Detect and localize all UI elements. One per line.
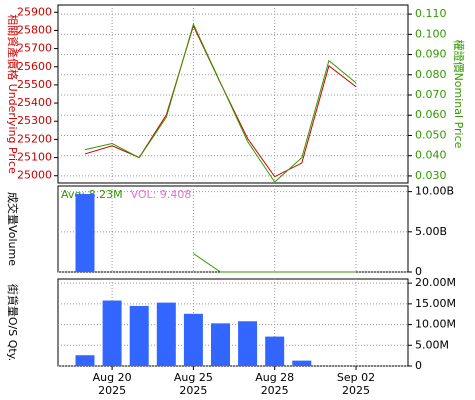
y-tick-label: 0 bbox=[415, 265, 422, 278]
y2-tick-label: 0.100 bbox=[415, 27, 447, 40]
y-tick-label: 10.00B bbox=[415, 185, 454, 198]
y-tick-label: 25700 bbox=[17, 42, 52, 55]
bar bbox=[156, 302, 176, 366]
bar bbox=[292, 360, 312, 366]
y-axis-label: 相關資產價格 Underlying Price bbox=[6, 14, 20, 174]
x-tick-label: Aug 28 bbox=[255, 371, 294, 384]
y-tick-label: 25300 bbox=[17, 114, 52, 127]
line bbox=[193, 253, 356, 273]
y-tick-label: 25100 bbox=[17, 151, 52, 164]
bar bbox=[75, 355, 95, 366]
x-tick-year: 2025 bbox=[261, 384, 289, 397]
y-tick-label: 15.00M bbox=[415, 297, 456, 310]
y-tick-label: 25900 bbox=[17, 5, 52, 18]
bar bbox=[211, 323, 230, 366]
bar bbox=[75, 194, 95, 272]
y2-tick-label: 0.110 bbox=[415, 7, 447, 20]
y-axis-label: 成交量Volume bbox=[6, 192, 20, 266]
y2-tick-label: 0.030 bbox=[415, 169, 447, 182]
line bbox=[84, 22, 357, 183]
y-axis-label: 街貨量O/S Qty. bbox=[6, 284, 20, 361]
y-tick-label: 5.00B bbox=[415, 225, 447, 238]
y-tick-label: 0 bbox=[415, 359, 422, 372]
x-tick-label: Aug 20 bbox=[93, 371, 132, 384]
y-tick-label: 25400 bbox=[17, 96, 52, 109]
x-tick-year: 2025 bbox=[179, 384, 207, 397]
y2-tick-label: 0.060 bbox=[415, 108, 447, 121]
bar bbox=[102, 300, 122, 366]
bar bbox=[265, 336, 285, 366]
y-tick-label: 25000 bbox=[17, 169, 52, 182]
y-tick-label: 25200 bbox=[17, 132, 52, 145]
bar bbox=[183, 313, 203, 366]
y2-axis-label: 權證價Nominal Price bbox=[452, 40, 466, 149]
y-tick-label: 25800 bbox=[17, 23, 52, 36]
annotation: VOL: 9.408 bbox=[131, 188, 192, 201]
y2-tick-label: 0.050 bbox=[415, 128, 447, 141]
y2-tick-label: 0.090 bbox=[415, 48, 447, 61]
y2-tick-label: 0.080 bbox=[415, 68, 447, 81]
y-tick-label: 25500 bbox=[17, 78, 52, 91]
y-tick-label: 25600 bbox=[17, 60, 52, 73]
x-tick-label: Sep 02 bbox=[337, 371, 375, 384]
bar bbox=[129, 305, 149, 366]
bar bbox=[238, 321, 258, 366]
y-tick-label: 10.00M bbox=[415, 318, 456, 331]
y2-tick-label: 0.070 bbox=[415, 88, 447, 101]
y-tick-label: 5.00M bbox=[415, 338, 449, 351]
panel-frame bbox=[57, 4, 409, 184]
y-tick-label: 20.00M bbox=[415, 276, 456, 289]
y2-tick-label: 0.040 bbox=[415, 149, 447, 162]
x-tick-label: Aug 25 bbox=[174, 371, 213, 384]
x-tick-year: 2025 bbox=[342, 384, 370, 397]
x-tick-year: 2025 bbox=[98, 384, 126, 397]
panel-frame bbox=[57, 185, 409, 273]
